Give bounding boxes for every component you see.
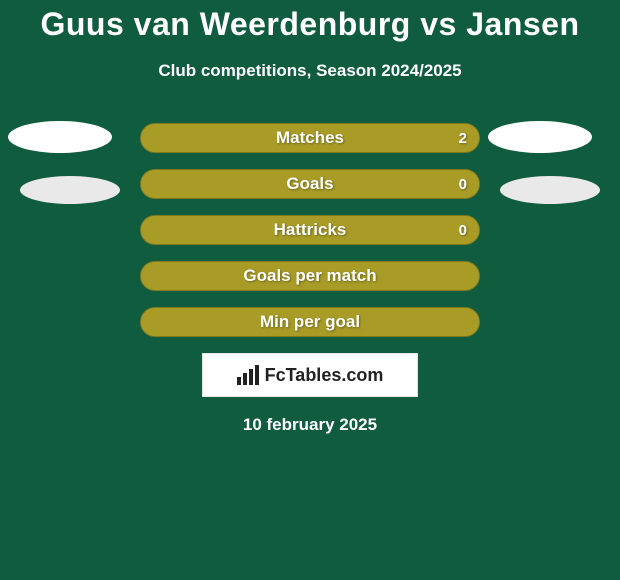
stat-row: Min per goal — [140, 307, 480, 337]
stat-row: Goals0 — [140, 169, 480, 199]
stat-label: Goals — [141, 170, 479, 198]
page-subtitle: Club competitions, Season 2024/2025 — [0, 61, 620, 81]
stat-value-right: 0 — [459, 216, 467, 244]
avatar-disc — [20, 176, 120, 204]
page-title: Guus van Weerdenburg vs Jansen — [0, 0, 620, 43]
stats-rows: Matches2Goals0Hattricks0Goals per matchM… — [140, 123, 480, 337]
avatar-disc — [488, 121, 592, 153]
stat-label: Min per goal — [141, 308, 479, 336]
stat-label: Goals per match — [141, 262, 479, 290]
avatar-disc — [500, 176, 600, 204]
stat-label: Matches — [141, 124, 479, 152]
stat-row: Goals per match — [140, 261, 480, 291]
footer-date: 10 february 2025 — [0, 415, 620, 435]
stat-value-right: 0 — [459, 170, 467, 198]
stat-label: Hattricks — [141, 216, 479, 244]
stat-row: Hattricks0 — [140, 215, 480, 245]
brand-label: FcTables.com — [265, 365, 384, 386]
bars-icon — [237, 365, 259, 385]
brand-badge[interactable]: FcTables.com — [202, 353, 418, 397]
stat-value-right: 2 — [459, 124, 467, 152]
comparison-card: Guus van Weerdenburg vs Jansen Club comp… — [0, 0, 620, 580]
stat-row: Matches2 — [140, 123, 480, 153]
avatar-disc — [8, 121, 112, 153]
